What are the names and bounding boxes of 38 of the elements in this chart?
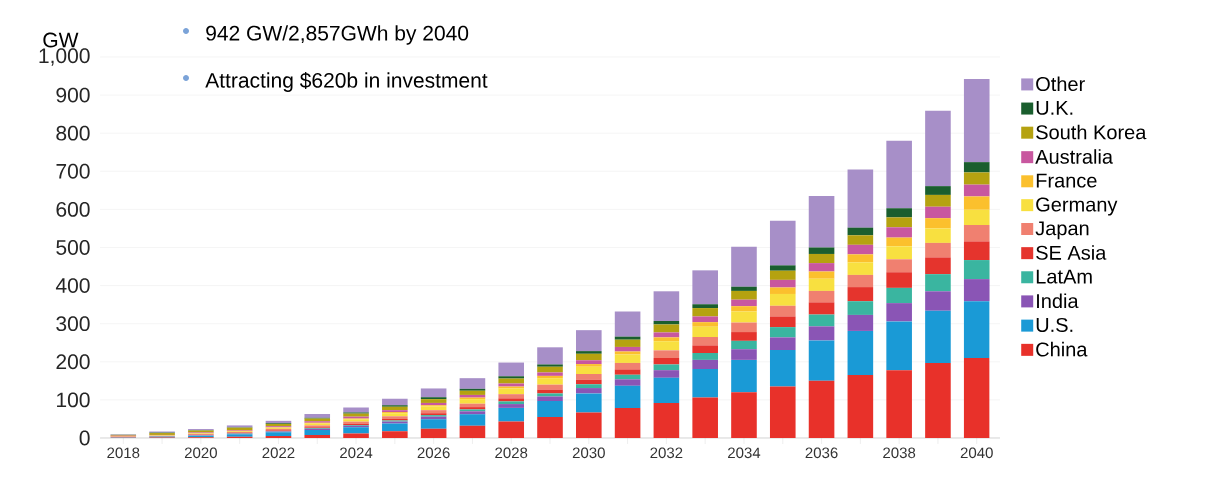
y-axis-title: GW — [43, 32, 79, 48]
x-tick-label: 2034 — [728, 447, 761, 459]
text: 942 GW/2,857GWh by 2040 — [206, 25, 469, 45]
legend-label: China — [1036, 341, 1088, 357]
y-tick-label: 600 — [56, 201, 90, 217]
x-tick-label: 2020 — [184, 447, 217, 459]
x-tick-label: 2038 — [883, 447, 916, 459]
y-tick-label: 1,000 — [39, 48, 90, 66]
annotation: Attracting $620b in investment — [205, 72, 488, 92]
legend-label: U.K. — [1036, 100, 1073, 115]
y-tick-label: 200 — [56, 354, 90, 370]
legend-label: India — [1037, 293, 1079, 309]
legend-label: Australia — [1035, 149, 1114, 164]
x-tick-label: 2030 — [572, 447, 605, 459]
legend-label: Other — [1036, 76, 1085, 92]
y-tick-label: 300 — [56, 316, 90, 332]
y-tick-label: 800 — [56, 125, 90, 141]
y-tick-label: 100 — [57, 392, 90, 408]
x-tick-label: 2024 — [340, 447, 373, 459]
y-tick-label: 700 — [56, 163, 90, 179]
x-tick-label: 2040 — [960, 447, 993, 459]
legend-label: Germany — [1036, 197, 1118, 216]
x-tick-label: 2022 — [262, 447, 295, 459]
legend-label: LatAm — [1036, 269, 1092, 284]
legend-label: South Korea — [1036, 124, 1147, 140]
y-tick-label: 400 — [55, 278, 90, 294]
y-tick-label: 500 — [56, 240, 90, 255]
x-tick-label: 2026 — [417, 447, 450, 459]
x-tick-label: 2036 — [805, 447, 838, 459]
x-tick-label: 2032 — [650, 447, 683, 459]
x-tick-label: 2018 — [107, 447, 140, 459]
legend-label: France — [1036, 173, 1097, 188]
legend-label: Japan — [1035, 221, 1089, 240]
legend-label: U.S. — [1036, 317, 1073, 333]
legend-label: SE Asia — [1036, 245, 1107, 260]
y-tick-label: 900 — [56, 87, 90, 103]
x-tick-label: 2028 — [495, 447, 528, 459]
y-tick-label: 0 — [79, 430, 90, 446]
